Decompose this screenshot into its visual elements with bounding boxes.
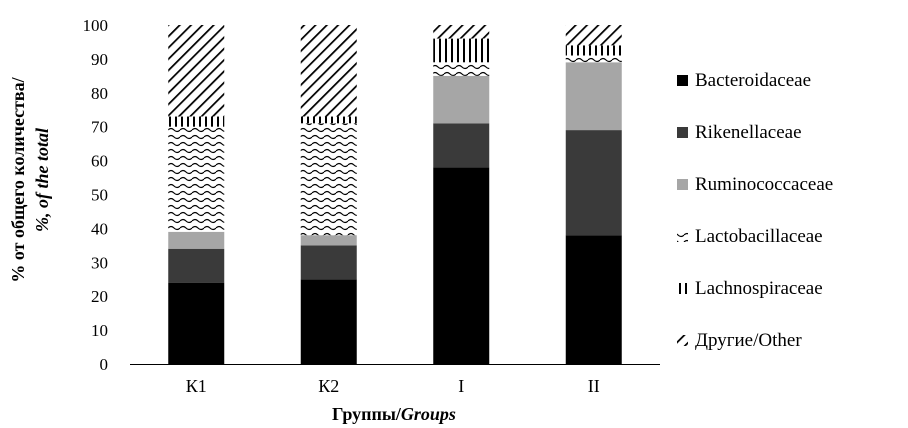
legend-label: Rikenellaceae [695, 122, 802, 143]
legend-swatch [677, 283, 688, 294]
bar-segment-bacteroidaceae [565, 235, 622, 364]
bar-segment-lactobacillaceae [565, 55, 622, 63]
bar-segment-bacteroidaceae [300, 279, 357, 364]
y-tick-label: 0 [100, 355, 109, 374]
y-axis-title: % от общего количества/ %, of the total [8, 76, 52, 282]
legend-label: Другие/Other [695, 330, 802, 351]
y-tick-label: 80 [91, 84, 108, 103]
bar-segment-ruminococcaceae [168, 231, 225, 249]
bar-segment-lactobacillaceae [168, 126, 225, 232]
x-category-label: К1 [186, 376, 207, 396]
y-tick-label: 100 [83, 16, 109, 35]
y-tick-label: 10 [91, 321, 108, 340]
bar-segment-rikenellaceae [168, 248, 225, 283]
y-axis-title-line1: % от общего количества/ [8, 76, 28, 282]
x-axis-title: Группы/Groups [332, 404, 456, 424]
legend-swatch [677, 75, 688, 86]
legend-swatch [677, 231, 688, 242]
bar-segment-rikenellaceae [300, 245, 357, 280]
y-tick-label: 50 [91, 186, 108, 205]
bar-segment-lactobacillaceae [300, 123, 357, 236]
bar-segment-other [300, 25, 357, 117]
legend: Bacteroidaceae Rikenellaceae Ruminococcace… [677, 70, 833, 351]
legend-swatch [677, 179, 688, 190]
bar-segment-lactobacillaceae [433, 62, 490, 76]
x-category-label: К2 [318, 376, 339, 396]
y-axis-title-line2: %, of the total [32, 128, 52, 232]
bar-segment-rikenellaceae [433, 123, 490, 168]
y-axis-ticks: 0 10 20 30 40 50 60 70 80 90 100 [83, 16, 109, 374]
y-tick-label: 70 [91, 118, 108, 137]
bar-segment-lachnospiraceae [168, 116, 225, 127]
bar-segment-ruminococcaceae [300, 235, 357, 246]
legend-swatch [677, 127, 688, 138]
bar-segment-other [168, 25, 225, 117]
legend-label: Lachnospiraceae [695, 278, 823, 299]
legend-label: Ruminococcaceae [695, 174, 833, 195]
bar-segment-bacteroidaceae [433, 167, 490, 364]
y-tick-label: 30 [91, 253, 108, 272]
y-tick-label: 90 [91, 50, 108, 69]
x-axis-title-ru: Группы/ [332, 404, 402, 424]
bar-segment-lachnospiraceae [565, 45, 622, 56]
y-tick-label: 40 [91, 219, 108, 238]
x-axis-title-en: Groups [401, 404, 456, 424]
bar-segment-bacteroidaceae [168, 282, 225, 364]
bar-segment-ruminococcaceae [565, 62, 622, 131]
bar-segment-lachnospiraceae [433, 38, 490, 63]
y-tick-label: 20 [91, 287, 108, 306]
x-category-label: I [458, 376, 464, 396]
y-tick-label: 60 [91, 152, 108, 171]
x-category-label: II [588, 376, 600, 396]
x-axis-categories: К1 К2 I II [186, 376, 600, 396]
bar-segment-other [433, 25, 490, 39]
bar-segment-lachnospiraceae [300, 116, 357, 124]
bar-segment-ruminococcaceae [433, 75, 490, 124]
bar-segment-other [565, 25, 622, 46]
legend-label: Bacteroidaceae [695, 70, 811, 91]
legend-label: Lactobacillaceae [695, 226, 823, 247]
bars-group [168, 25, 622, 364]
bar-segment-rikenellaceae [565, 130, 622, 236]
legend-swatch [677, 335, 688, 346]
